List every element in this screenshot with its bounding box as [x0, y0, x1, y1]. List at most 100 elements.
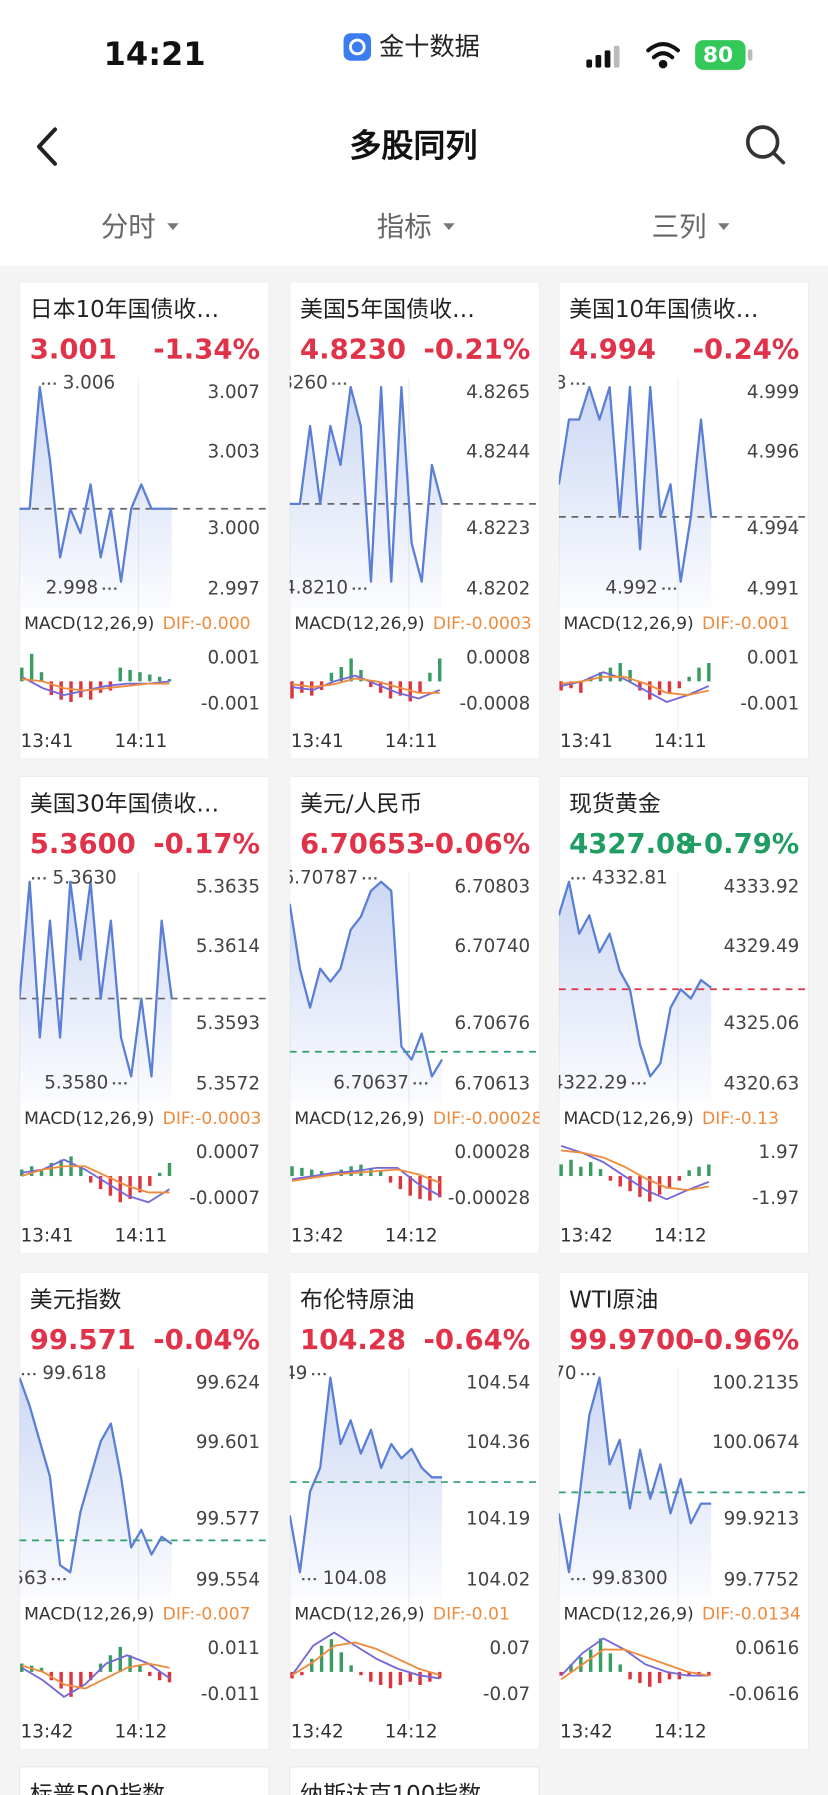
macd-bar — [300, 681, 304, 693]
quote-card[interactable]: 纳斯达克100指数 — [289, 1766, 540, 1795]
macd-tick-label: -0.0008 — [460, 693, 531, 714]
dea-line — [291, 1168, 441, 1184]
macd-bar — [628, 669, 632, 682]
price: 3.001 — [30, 333, 117, 365]
macd-tick-label: -0.001 — [201, 693, 260, 714]
macd-bar — [369, 681, 373, 688]
card-background — [19, 1272, 270, 1750]
price-area — [289, 1377, 443, 1599]
high-label: 4332.81 — [592, 867, 668, 888]
time-label: 13:41 — [21, 731, 74, 752]
low-label: 4.992 — [605, 578, 657, 599]
y-axis-label: 3.000 — [208, 518, 260, 539]
dif-label: DIF:-0.00028 — [433, 1109, 543, 1129]
price: 99.571 — [30, 1324, 136, 1356]
time-label: 14:12 — [654, 1722, 707, 1743]
macd-bar — [418, 681, 422, 693]
macd-bar — [667, 1176, 672, 1188]
macd-bar — [118, 1646, 122, 1672]
price-line — [558, 385, 713, 583]
macd-bar — [39, 672, 44, 682]
macd-label: MACD(12,26,9) — [24, 614, 154, 634]
price-line — [558, 1376, 712, 1574]
quote-card[interactable]: 标普500指数 — [18, 1766, 270, 1795]
y-axis-label: 3.003 — [208, 441, 260, 462]
quote-card[interactable]: 美国30年国债收… 5.3600 -0.17% 5.3635 5.3614 5.3593 5… — [19, 776, 270, 1254]
macd-bar — [39, 1667, 44, 1672]
y-axis-label: 99.601 — [196, 1432, 260, 1453]
search-button[interactable] — [745, 125, 786, 165]
low-label: 6.70637 — [333, 1072, 409, 1093]
macd-bar — [329, 1639, 334, 1672]
quote-card[interactable]: 美元指数 99.571 -0.04% 99.624 99.601 99.577 99.554… — [0, 1272, 270, 1750]
y-axis-label: 104.54 — [466, 1372, 530, 1393]
back-button[interactable] — [36, 127, 58, 166]
tab[interactable]: 分时 — [101, 211, 156, 243]
y-axis-label: 2.997 — [208, 579, 260, 600]
macd-bar — [598, 1638, 603, 1672]
instrument-name: WTI原油 — [569, 1287, 658, 1313]
change: -0.17% — [153, 828, 260, 860]
macd-bar — [157, 676, 162, 682]
macd-bar — [648, 1176, 652, 1202]
tab[interactable]: 指标 — [377, 211, 432, 243]
change: -0.21% — [424, 333, 531, 365]
app-icon-mark — [349, 38, 366, 56]
macd-bar — [687, 676, 691, 682]
macd-bar — [339, 667, 343, 682]
macd-bar — [20, 667, 24, 682]
macd-tick-label: -0.011 — [201, 1684, 260, 1705]
quote-card[interactable]: 美国5年国债收… 4.8230 -0.21% 4.8265 4.8244 4.8223 4.… — [264, 281, 540, 760]
macd-bar — [559, 681, 563, 691]
macd-bar — [378, 1171, 383, 1177]
macd-tick-label: -1.97 — [752, 1188, 799, 1209]
y-axis-label: 4329.49 — [724, 936, 800, 957]
macd-tick-label: -0.00028 — [448, 1188, 530, 1209]
change: -0.04% — [153, 1324, 260, 1356]
quote-card[interactable]: 现货黄金 4327.08+0.79% 4333.92 4329.49 4325.06 43… — [552, 776, 809, 1254]
macd-tick-label: 0.0007 — [196, 1142, 260, 1163]
macd-bar — [157, 1172, 162, 1177]
macd-bar — [628, 1176, 632, 1192]
macd-bar — [49, 681, 54, 696]
macd-bar — [398, 1176, 403, 1190]
quote-card[interactable]: 日本10年国债收… 3.001 -1.34% 3.007 3.003 3.000 2.997… — [19, 281, 270, 760]
dif-line — [21, 1158, 170, 1204]
quote-card[interactable]: 布伦特原油 104.28 -0.64% 104.54 104.36 104.19 104.0… — [243, 1272, 540, 1750]
macd-bar — [319, 1645, 324, 1672]
status-time: 14:21 — [104, 35, 206, 73]
instrument-name: 美国5年国债收… — [300, 297, 475, 323]
macd-bar — [310, 1169, 314, 1177]
instrument-name: 纳斯达克100指数 — [300, 1782, 481, 1795]
quote-card[interactable]: 美元/人民币 6.70653-0.06% 6.70803 6.70740 6.70676… — [282, 776, 542, 1254]
y-axis-label: 99.624 — [196, 1372, 260, 1393]
macd-bar — [579, 1166, 583, 1177]
price: 5.3600 — [30, 828, 136, 860]
macd-bar — [98, 1176, 103, 1190]
dif-line — [21, 1654, 171, 1698]
time-label: 13:42 — [21, 1722, 74, 1743]
tab-caret — [718, 223, 730, 231]
macd-tick-label: 0.07 — [489, 1638, 530, 1659]
macd-bar — [319, 1171, 324, 1177]
macd-bar — [59, 1159, 63, 1177]
instrument-name: 美元/人民币 — [300, 792, 422, 818]
quote-card[interactable]: WTI原油 99.9700-0.96% 100.2135 100.0674 99.921… — [489, 1272, 809, 1750]
y-axis-label: 4.8265 — [466, 382, 530, 403]
dif-label: DIF:-0.13 — [702, 1109, 779, 1129]
macd-bar — [69, 681, 73, 702]
time-label: 14:12 — [654, 1226, 707, 1247]
macd-bar — [29, 653, 34, 682]
macd-bar — [378, 1671, 383, 1685]
low-label: 5.3580 — [44, 1072, 108, 1093]
macd-tick-label: -0.07 — [483, 1684, 530, 1705]
price-area — [558, 881, 712, 1103]
macd-bar — [569, 681, 573, 689]
high-label: 5.3630 — [53, 867, 117, 888]
price-line — [558, 880, 712, 1078]
price-area — [19, 387, 172, 609]
price-line — [19, 1377, 173, 1574]
quote-card[interactable]: 美国10年国债收… 4.994 -0.24% 4.999 4.996 4.994 4.991… — [514, 281, 809, 760]
tab[interactable]: 三列 — [652, 211, 707, 243]
macd-bar — [569, 1159, 573, 1177]
